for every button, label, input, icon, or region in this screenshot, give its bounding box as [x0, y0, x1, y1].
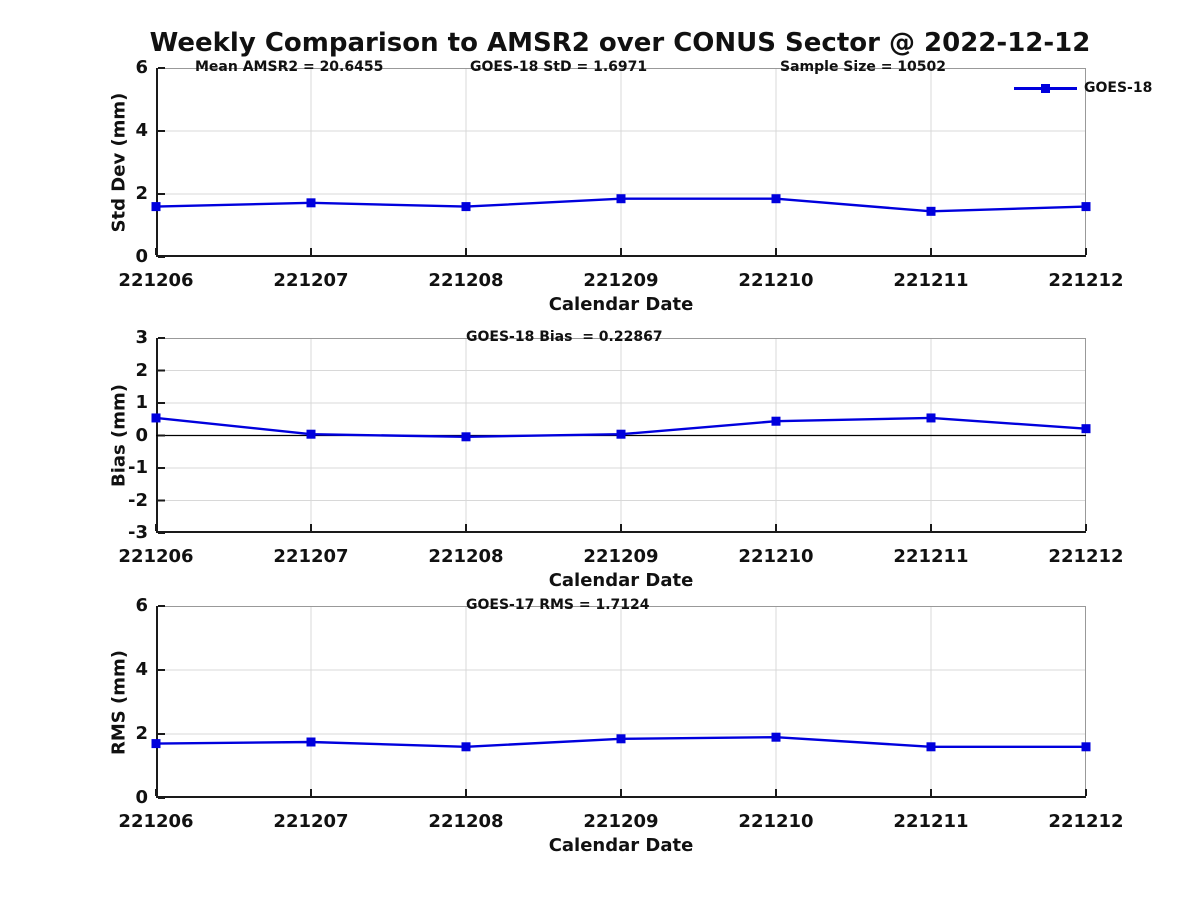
bias-y-tick-label: 1	[135, 392, 148, 413]
rms-data-marker	[461, 742, 471, 752]
stddev-annotation: GOES-18 StD = 1.6971	[470, 59, 648, 75]
stddev-data-marker	[306, 198, 316, 208]
stddev-data-marker	[461, 202, 471, 212]
rms-data-marker	[306, 737, 316, 747]
bias-data-marker	[771, 416, 781, 426]
stddev-y-tick-label: 2	[135, 183, 148, 204]
stddev-x-axis-label: Calendar Date	[548, 294, 694, 315]
legend-label: GOES-18	[1084, 80, 1153, 96]
stddev-data-marker	[616, 194, 626, 204]
bias-x-tick-label: 221209	[583, 546, 659, 567]
bias-y-tick-label: -1	[128, 457, 148, 478]
rms-x-tick-label: 221209	[583, 811, 659, 832]
bias-y-tick-label: 3	[135, 327, 148, 348]
stddev-x-tick-label: 221211	[893, 270, 969, 291]
bias-x-tick-label: 221212	[1048, 546, 1124, 567]
stddev-y-axis-label: Std Dev (mm)	[108, 92, 130, 233]
stddev-plot-area	[151, 67, 1091, 258]
rms-x-tick-label: 221211	[893, 811, 969, 832]
stddev-y-tick-label: 4	[135, 120, 148, 141]
legend-marker-sample	[1041, 84, 1050, 93]
bias-x-tick-label: 221207	[273, 546, 349, 567]
bias-data-marker	[461, 432, 471, 442]
bias-x-tick-label: 221206	[118, 546, 194, 567]
rms-plot-area	[151, 605, 1091, 799]
stddev-x-tick-label: 221208	[428, 270, 504, 291]
bias-y-tick-label: 0	[135, 424, 148, 446]
stddev-x-tick-label: 221206	[118, 270, 194, 291]
stddev-data-marker	[151, 202, 161, 212]
figure-title: Weekly Comparison to AMSR2 over CONUS Se…	[149, 28, 1091, 58]
bias-x-axis-label: Calendar Date	[548, 570, 694, 591]
rms-y-tick-label: 0	[135, 787, 148, 808]
stddev-data-marker	[926, 206, 936, 216]
rms-data-marker	[926, 742, 936, 752]
bias-y-tick-label: -3	[128, 522, 148, 543]
rms-data-marker	[616, 734, 626, 744]
bias-y-tick-label: 2	[135, 359, 148, 381]
stddev-data-marker	[1081, 202, 1091, 212]
rms-x-tick-label: 221206	[118, 811, 194, 832]
rms-y-axis-label: RMS (mm)	[108, 650, 130, 755]
bias-data-marker	[1081, 424, 1091, 434]
bias-plot-area	[151, 337, 1091, 534]
stddev-y-tick-label: 6	[135, 57, 148, 78]
bias-data-marker	[926, 413, 936, 423]
bias-y-tick-label: -2	[128, 489, 148, 511]
rms-annotation: GOES-17 RMS = 1.7124	[466, 597, 650, 613]
bias-data-marker	[306, 429, 316, 439]
bias-annotation: GOES-18 Bias = 0.22867	[466, 329, 663, 345]
stddev-data-marker	[771, 194, 781, 204]
stddev-chart-svg	[151, 67, 1091, 258]
bias-data-marker	[151, 413, 161, 423]
stddev-x-tick-label: 221207	[273, 270, 349, 291]
stddev-annotation: Mean AMSR2 = 20.6455	[195, 59, 384, 75]
rms-data-marker	[771, 732, 781, 742]
rms-x-tick-label: 221208	[428, 811, 504, 832]
rms-y-tick-label: 4	[135, 659, 148, 680]
rms-y-tick-label: 6	[135, 595, 148, 616]
bias-x-tick-label: 221208	[428, 546, 504, 567]
stddev-annotation: Sample Size = 10502	[780, 59, 947, 75]
rms-chart-svg	[151, 605, 1091, 799]
stddev-y-tick-label: 0	[135, 246, 148, 267]
rms-y-tick-label: 2	[135, 723, 148, 744]
rms-x-tick-label: 221210	[738, 811, 814, 832]
stddev-x-tick-label: 221210	[738, 270, 814, 291]
bias-x-tick-label: 221211	[893, 546, 969, 567]
stddev-x-tick-label: 221209	[583, 270, 659, 291]
rms-data-marker	[1081, 742, 1091, 752]
stddev-x-tick-label: 221212	[1048, 270, 1124, 291]
rms-x-tick-label: 221207	[273, 811, 349, 832]
bias-x-tick-label: 221210	[738, 546, 814, 567]
bias-data-marker	[616, 429, 626, 439]
bias-chart-svg	[151, 337, 1091, 534]
rms-data-marker	[151, 739, 161, 749]
rms-x-axis-label: Calendar Date	[548, 835, 694, 856]
rms-x-tick-label: 221212	[1048, 811, 1124, 832]
